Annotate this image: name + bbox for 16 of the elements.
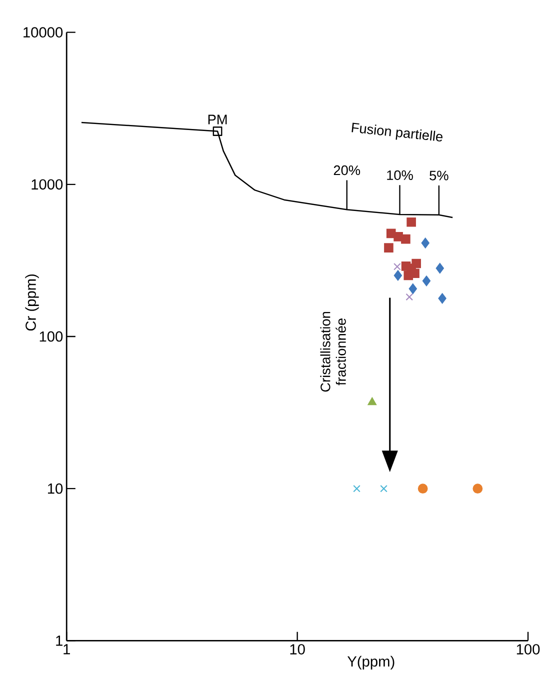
x-axis-title: Y(ppm): [348, 656, 394, 670]
annotation: 20%: [334, 165, 360, 176]
y-tick-label: 1: [56, 636, 63, 646]
x-tick-label: 10: [290, 644, 306, 654]
y-tick-label: 10: [48, 483, 63, 494]
x-tick-label: 1: [64, 644, 70, 654]
y-tick-label: 10000: [24, 27, 63, 38]
annotation: 5%: [430, 170, 448, 180]
x-tick-label: 100: [517, 644, 540, 654]
annotation: PM: [208, 114, 227, 124]
y-tick-label: 1000: [32, 179, 63, 190]
y-axis-title: Cr (ppm): [25, 274, 39, 331]
annotation: Cristallisation fractionnée: [320, 312, 346, 392]
annotation: 10%: [387, 170, 414, 180]
annotation: Fusion partielle: [352, 122, 443, 142]
y-tick-label: 100: [40, 331, 63, 342]
